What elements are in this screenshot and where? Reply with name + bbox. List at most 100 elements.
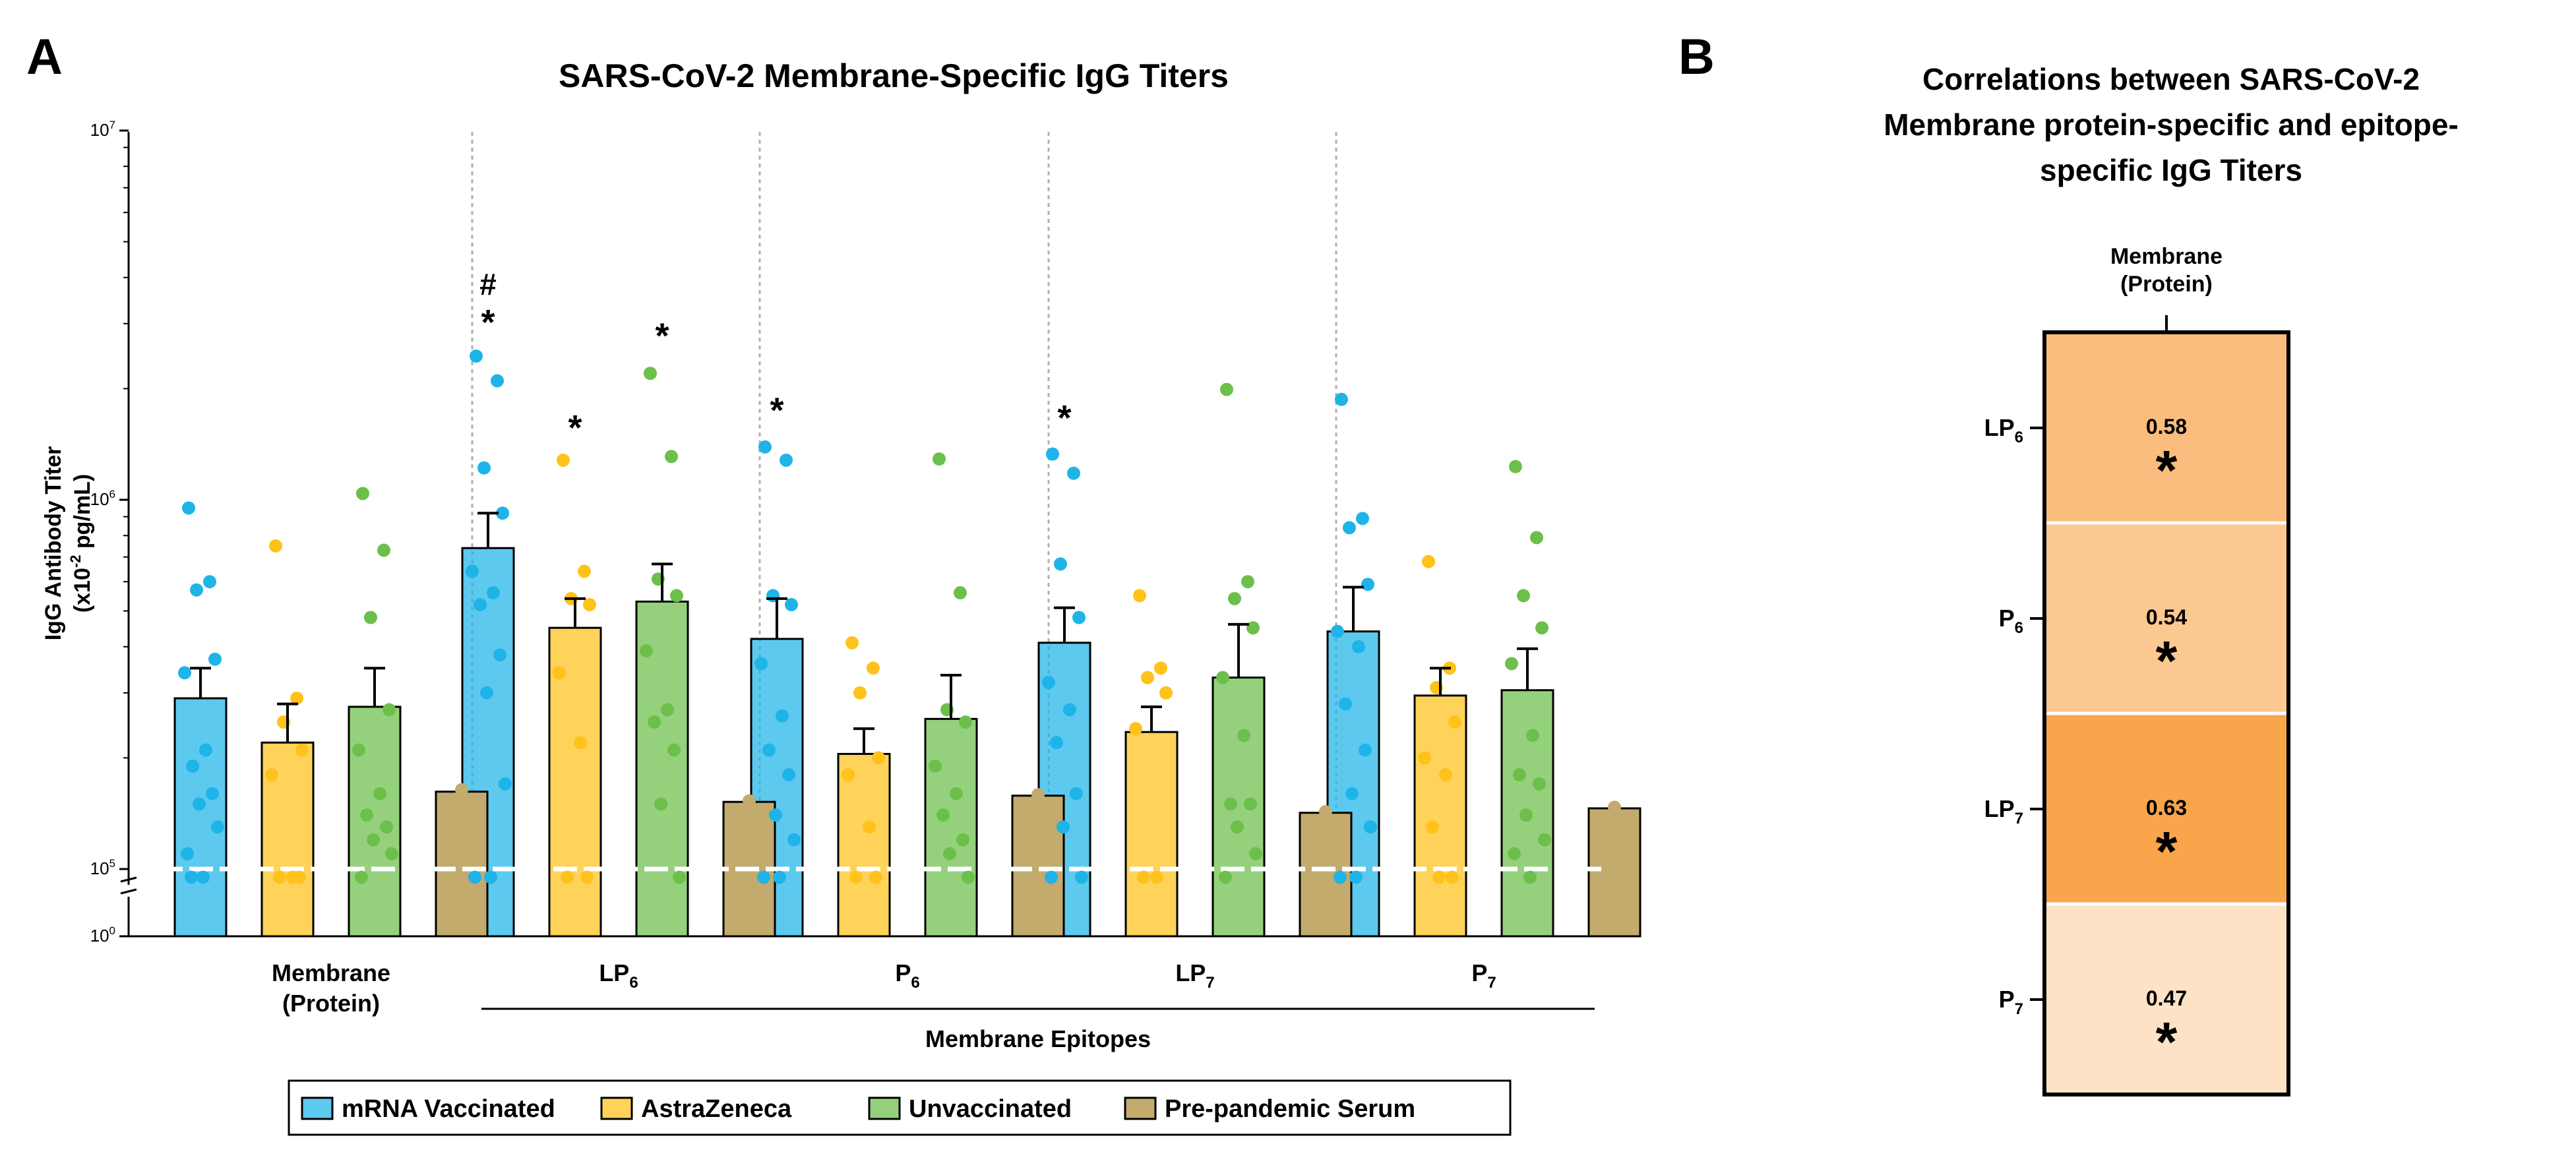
data-point bbox=[1042, 676, 1055, 690]
data-point bbox=[199, 743, 212, 757]
data-point bbox=[640, 644, 653, 658]
data-point bbox=[1530, 531, 1543, 545]
data-point bbox=[380, 820, 393, 834]
significance-marker: # bbox=[479, 267, 497, 301]
data-point bbox=[667, 743, 681, 757]
data-point bbox=[1509, 460, 1522, 473]
data-point bbox=[181, 847, 194, 860]
axes: 105 106 107 100 bbox=[90, 119, 1601, 946]
data-point bbox=[293, 870, 306, 884]
data-point bbox=[1237, 729, 1250, 742]
data-point bbox=[1364, 820, 1377, 834]
data-point bbox=[773, 870, 786, 884]
data-point bbox=[1216, 671, 1229, 684]
bar bbox=[348, 706, 402, 938]
data-point bbox=[1154, 661, 1167, 675]
data-point bbox=[842, 768, 855, 782]
heatmap-column-header-line2: (Protein) bbox=[2120, 272, 2213, 297]
heatmap-significance: * bbox=[2156, 1011, 2178, 1073]
data-point bbox=[470, 349, 483, 363]
data-point bbox=[863, 820, 876, 834]
data-point bbox=[186, 759, 199, 773]
data-point bbox=[758, 440, 772, 454]
heatmap-cell-value: 0.58 bbox=[2146, 415, 2187, 438]
bar bbox=[435, 791, 489, 938]
legend-label: AstraZeneca bbox=[641, 1095, 792, 1123]
x-group-label: LP6 bbox=[599, 959, 638, 992]
data-point bbox=[1046, 447, 1059, 461]
x-group-label: Membrane bbox=[272, 959, 390, 986]
data-point bbox=[1519, 808, 1533, 822]
y-axis-break-mark bbox=[120, 888, 137, 895]
data-point bbox=[1319, 805, 1332, 819]
data-point bbox=[853, 686, 867, 700]
data-point bbox=[1241, 575, 1254, 589]
heatmap-cell-value: 0.63 bbox=[2146, 796, 2187, 820]
bar bbox=[1587, 807, 1641, 938]
data-point bbox=[1075, 870, 1088, 884]
data-point bbox=[1054, 557, 1067, 571]
data-point bbox=[644, 367, 657, 380]
heatmap-cell bbox=[2044, 904, 2288, 1095]
data-point bbox=[1219, 870, 1232, 884]
data-point bbox=[956, 833, 969, 847]
data-point bbox=[1129, 722, 1142, 736]
data-point bbox=[1345, 787, 1359, 800]
data-point bbox=[782, 768, 795, 782]
data-point bbox=[1608, 800, 1621, 814]
data-point bbox=[356, 487, 369, 500]
error-bars bbox=[190, 512, 1538, 754]
legend: mRNA Vaccinated AstraZeneca Unvaccinated Pr… bbox=[301, 1095, 1415, 1123]
panel-a-label: A bbox=[26, 29, 63, 85]
y-break-tick-label: 100 bbox=[90, 924, 115, 946]
data-point bbox=[1141, 671, 1154, 684]
y-tick-label: 107 bbox=[90, 119, 115, 140]
data-point bbox=[580, 870, 594, 884]
data-point bbox=[1535, 621, 1549, 635]
data-point bbox=[845, 636, 859, 649]
significance-marker: * bbox=[770, 391, 783, 431]
data-point bbox=[355, 870, 368, 884]
data-point bbox=[385, 847, 398, 860]
data-point bbox=[190, 583, 203, 597]
legend-label: mRNA Vaccinated bbox=[342, 1095, 555, 1123]
data-point bbox=[785, 598, 798, 612]
epitope-bracket-label: Membrane Epitopes bbox=[925, 1025, 1151, 1052]
x-tick-labels: Membrane (Protein) LP6 P6 LP7 P7 bbox=[272, 959, 1496, 1017]
data-point bbox=[480, 686, 493, 700]
data-point bbox=[780, 453, 793, 467]
data-point bbox=[487, 586, 500, 600]
data-point bbox=[962, 870, 975, 884]
data-point bbox=[1045, 870, 1058, 884]
data-point bbox=[1224, 797, 1237, 811]
data-point bbox=[491, 374, 504, 388]
data-point bbox=[661, 703, 674, 717]
data-point bbox=[1246, 621, 1260, 635]
data-point bbox=[936, 808, 950, 822]
data-point bbox=[269, 539, 282, 553]
y-axis-title-line2: (x10-2 pg/mL) bbox=[67, 474, 95, 613]
data-point bbox=[673, 870, 686, 884]
data-point bbox=[1505, 657, 1518, 671]
data-point bbox=[1031, 788, 1045, 802]
heatmap-cell-value: 0.47 bbox=[2146, 986, 2187, 1010]
legend-swatch bbox=[1124, 1096, 1157, 1120]
data-point bbox=[1448, 715, 1461, 729]
heatmap-significance: * bbox=[2156, 439, 2178, 501]
y-tick-label: 105 bbox=[90, 857, 115, 878]
heatmap-significance: * bbox=[2156, 820, 2178, 882]
data-point bbox=[1133, 589, 1146, 603]
data-point bbox=[211, 820, 224, 834]
heatmap-cell bbox=[2044, 332, 2288, 523]
data-point bbox=[1426, 820, 1439, 834]
x-group-label: P6 bbox=[895, 959, 919, 992]
data-point bbox=[574, 736, 587, 750]
chart-title: SARS-CoV-2 Membrane-Specific IgG Titers bbox=[559, 57, 1229, 94]
data-point bbox=[929, 759, 942, 773]
data-point bbox=[1439, 768, 1452, 782]
bar bbox=[1211, 676, 1266, 938]
significance-marker: * bbox=[1057, 398, 1071, 438]
data-point bbox=[377, 543, 390, 557]
data-point bbox=[493, 648, 506, 662]
